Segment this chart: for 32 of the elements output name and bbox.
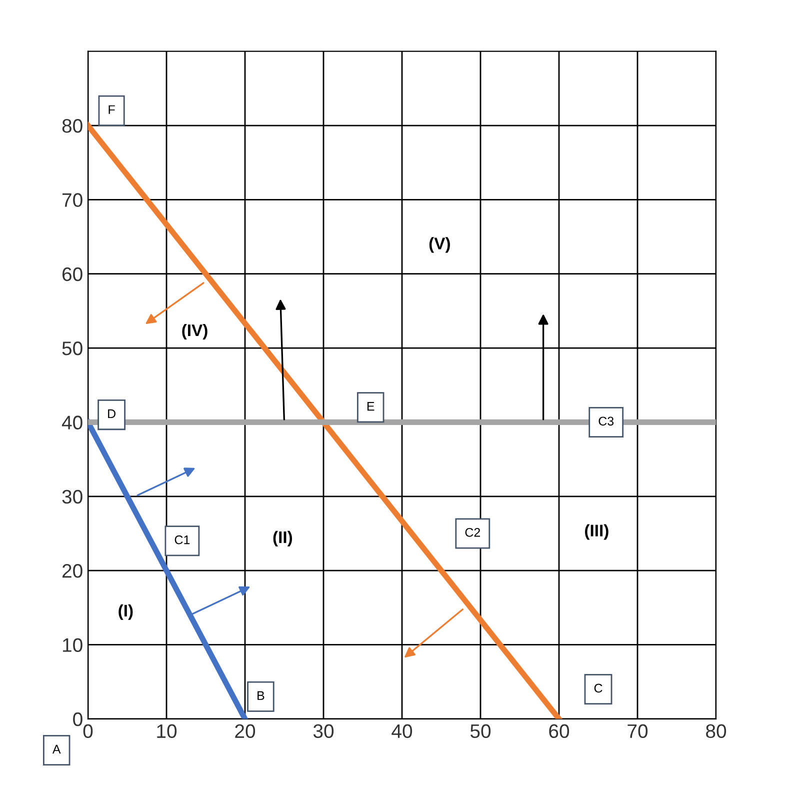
y-tick-label: 10 bbox=[62, 638, 82, 652]
annotation: (III) bbox=[585, 524, 608, 540]
x-tick-label: 0 bbox=[83, 724, 93, 738]
annotation: C bbox=[594, 684, 602, 693]
x-tick-label: 30 bbox=[313, 724, 334, 738]
y-tick-label: 20 bbox=[62, 564, 82, 578]
annotation: (IV) bbox=[182, 324, 208, 340]
annotation: (II) bbox=[273, 530, 292, 546]
y-tick-label: 30 bbox=[62, 490, 82, 504]
annotation: C1 bbox=[174, 535, 190, 544]
x-tick-label: 60 bbox=[549, 724, 570, 738]
annotation: (V) bbox=[429, 237, 450, 253]
y-tick-label: 40 bbox=[62, 416, 82, 430]
x-tick-label: 40 bbox=[392, 724, 412, 738]
x-tick-label: 20 bbox=[235, 724, 256, 738]
annotation: F bbox=[108, 105, 115, 114]
x-tick-label: 10 bbox=[157, 724, 177, 738]
y-tick-label: 70 bbox=[62, 193, 82, 207]
annotation: D bbox=[108, 409, 116, 418]
annotation: C2 bbox=[465, 528, 480, 537]
annotation: B bbox=[258, 691, 264, 700]
y-tick-label: 80 bbox=[62, 118, 82, 133]
y-tick-label: 0 bbox=[73, 712, 82, 726]
text: A bbox=[52, 744, 61, 754]
annotation: (I) bbox=[118, 604, 133, 620]
x-tick-label: 80 bbox=[706, 724, 726, 738]
x-tick-label: 70 bbox=[628, 724, 648, 738]
y-tick-label: 60 bbox=[62, 267, 82, 282]
x-tick-label: 50 bbox=[470, 724, 491, 738]
y-tick-label: 50 bbox=[62, 342, 82, 356]
annotation: E bbox=[367, 402, 374, 411]
annotation: C3 bbox=[598, 416, 614, 426]
